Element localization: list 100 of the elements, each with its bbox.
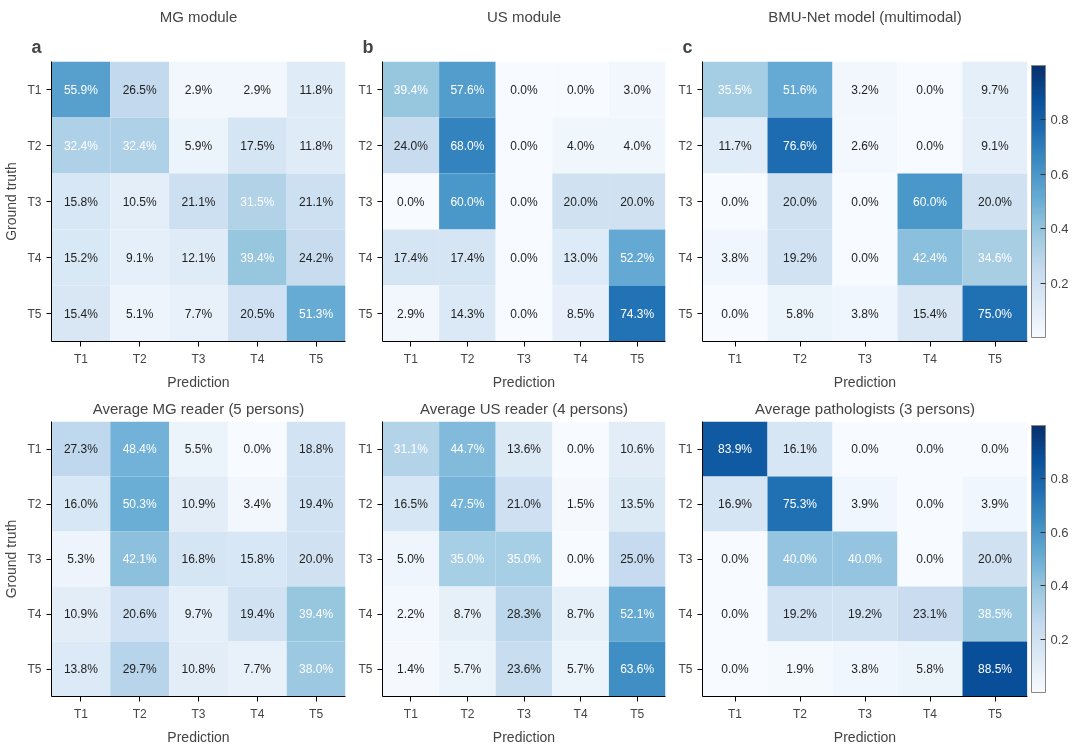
y-tick-label: T2 bbox=[358, 497, 373, 511]
data-label: 40.0% bbox=[782, 552, 818, 566]
y-tick-label: T4 bbox=[678, 607, 693, 621]
data-label: 17.4% bbox=[393, 250, 429, 265]
x-tick-label: T3 bbox=[858, 351, 873, 366]
chart-title: Average pathologists (3 persons) bbox=[755, 399, 975, 417]
data-label: 35.0% bbox=[506, 552, 542, 566]
data-label: 16.8% bbox=[181, 552, 216, 566]
y-tick-label: T1 bbox=[27, 442, 42, 456]
data-label: 2.9% bbox=[184, 82, 213, 97]
data-label: 5.8% bbox=[916, 662, 945, 676]
x-tick-label: T1 bbox=[73, 351, 89, 366]
data-label: 2.9% bbox=[397, 306, 425, 321]
y-tick-label: T3 bbox=[27, 552, 42, 566]
data-label: 8.7% bbox=[566, 607, 595, 621]
data-label: 1.9% bbox=[786, 662, 815, 676]
y-tick-label: T2 bbox=[678, 497, 693, 511]
data-label: 7.7% bbox=[184, 306, 213, 321]
data-label: 16.1% bbox=[782, 442, 818, 456]
data-label: 10.8% bbox=[181, 662, 216, 676]
data-label: 5.8% bbox=[786, 306, 815, 321]
data-label: 15.8% bbox=[63, 194, 99, 209]
data-label: 4.0% bbox=[566, 138, 595, 153]
data-label: 12.1% bbox=[181, 250, 216, 265]
text: b bbox=[362, 36, 374, 57]
x-axis-title: Prediction bbox=[492, 728, 556, 745]
data-label: 11.7% bbox=[718, 138, 752, 153]
x-tick-label: T2 bbox=[460, 351, 475, 366]
data-label: 60.0% bbox=[450, 194, 485, 209]
y-tick-label: T5 bbox=[678, 306, 693, 321]
data-label: 38.0% bbox=[299, 662, 334, 676]
x-axis-title: Prediction bbox=[167, 373, 230, 390]
data-label: 0.0% bbox=[510, 138, 539, 153]
chart-title: US module bbox=[486, 7, 562, 25]
data-label: 42.4% bbox=[912, 250, 948, 265]
data-label: 0.0% bbox=[566, 442, 595, 456]
x-tick-label: T5 bbox=[630, 706, 645, 721]
data-label: 29.7% bbox=[122, 662, 158, 676]
x-tick-label: T4 bbox=[573, 706, 588, 721]
y-tick-label: T5 bbox=[358, 306, 373, 321]
data-label: 4.0% bbox=[623, 138, 652, 153]
data-label: 52.2% bbox=[620, 250, 655, 265]
x-tick-label: T3 bbox=[191, 351, 206, 366]
data-label: 20.0% bbox=[620, 194, 655, 209]
data-label: 10.9% bbox=[63, 607, 99, 621]
data-label: 9.7% bbox=[184, 607, 213, 621]
data-label: 48.4% bbox=[122, 442, 158, 456]
data-label: 24.0% bbox=[393, 138, 429, 153]
data-label: 0.0% bbox=[916, 138, 945, 153]
y-tick-label: T3 bbox=[27, 194, 42, 209]
data-label: 0.0% bbox=[851, 194, 880, 209]
x-tick-label: T5 bbox=[988, 706, 1003, 721]
data-label: 13.8% bbox=[63, 662, 99, 676]
data-label: 52.1% bbox=[620, 607, 655, 621]
x-tick-label: T2 bbox=[132, 351, 148, 366]
data-label: 35.5% bbox=[717, 82, 753, 97]
x-axis-title: Prediction bbox=[492, 373, 556, 390]
color-bar-label: 0.6 bbox=[1050, 524, 1069, 540]
x-tick-label: T3 bbox=[517, 351, 532, 366]
data-label: 0.0% bbox=[721, 194, 750, 209]
x-tick-label: T3 bbox=[517, 706, 532, 721]
data-label: 88.5% bbox=[977, 662, 1013, 676]
x-tick-label: T3 bbox=[191, 706, 206, 721]
data-label: 9.1% bbox=[981, 138, 1010, 153]
data-label: 15.2% bbox=[63, 250, 99, 265]
x-tick-label: T4 bbox=[573, 351, 588, 366]
data-label: 3.9% bbox=[851, 497, 880, 511]
y-tick-label: T2 bbox=[27, 497, 42, 511]
data-label: 83.9% bbox=[717, 442, 753, 456]
data-label: 24.2% bbox=[299, 250, 334, 265]
data-label: 18.8% bbox=[299, 442, 334, 456]
data-label: 8.7% bbox=[453, 607, 482, 621]
data-label: 13.6% bbox=[506, 442, 542, 456]
data-label: 5.0% bbox=[397, 552, 425, 566]
y-tick-label: T3 bbox=[678, 552, 693, 566]
data-label: 40.0% bbox=[847, 552, 883, 566]
data-label: 76.6% bbox=[782, 138, 818, 153]
y-tick-label: T3 bbox=[678, 194, 693, 209]
data-label: 19.2% bbox=[782, 607, 818, 621]
data-label: 26.5% bbox=[122, 82, 158, 97]
y-tick-label: T5 bbox=[27, 662, 42, 676]
x-tick-label: T4 bbox=[923, 351, 938, 366]
data-label: 15.4% bbox=[912, 306, 948, 321]
x-tick-label: T5 bbox=[309, 706, 324, 721]
data-label: 27.3% bbox=[63, 442, 99, 456]
data-label: 0.0% bbox=[916, 82, 945, 97]
data-label: 20.0% bbox=[563, 194, 598, 209]
data-label: 0.0% bbox=[510, 194, 539, 209]
x-tick-label: T1 bbox=[728, 351, 743, 366]
data-label: 0.0% bbox=[916, 552, 945, 566]
color-bar-label: 0.2 bbox=[1050, 275, 1069, 291]
data-label: 55.9% bbox=[63, 82, 99, 97]
data-label: 5.5% bbox=[184, 442, 213, 456]
data-label: 3.8% bbox=[851, 662, 880, 676]
data-label: 5.9% bbox=[184, 138, 213, 153]
y-tick-label: T1 bbox=[678, 82, 693, 97]
y-tick-label: T1 bbox=[358, 442, 373, 456]
data-label: 0.0% bbox=[721, 552, 750, 566]
y-tick-label: T5 bbox=[358, 662, 373, 676]
y-tick-label: T4 bbox=[678, 250, 693, 265]
